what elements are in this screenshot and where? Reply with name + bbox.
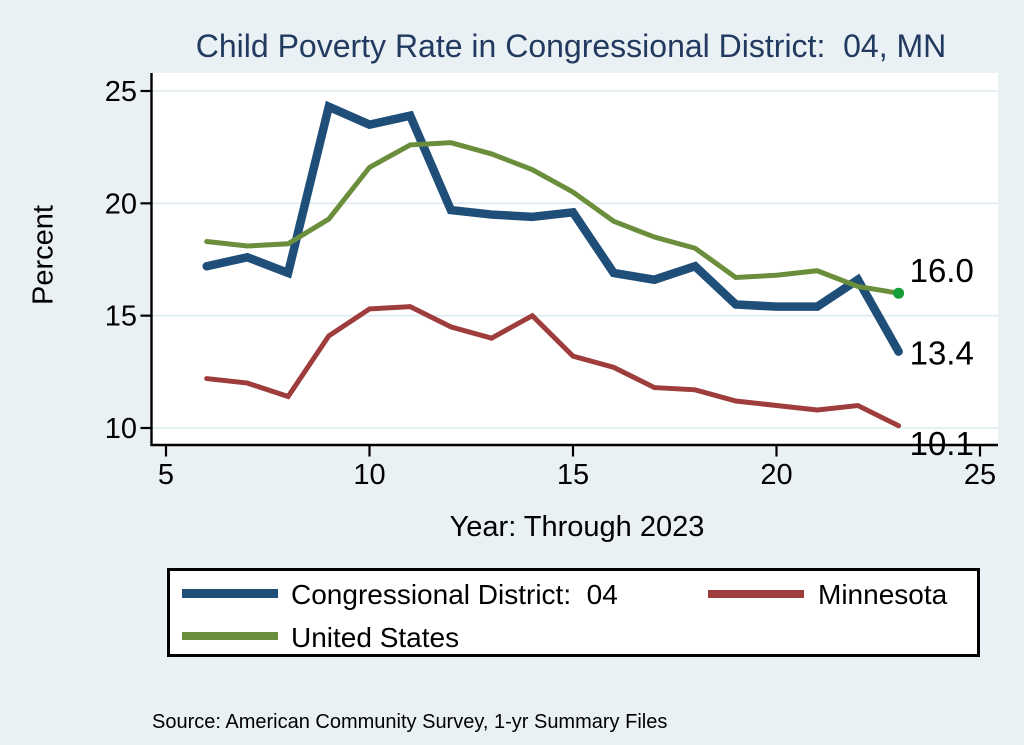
series-line-united-states <box>204 140 902 296</box>
legend-label-united-states: United States <box>291 622 460 653</box>
y-tick-label-15: 15 <box>105 301 137 333</box>
x-tick-label-15: 15 <box>557 459 589 491</box>
legend-swatch-minnesota <box>708 590 804 598</box>
source-notes: Source: American Community Survey, 1-yr … <box>152 670 876 745</box>
endpoint-dot-united-states <box>893 287 905 299</box>
series-line-minnesota <box>204 304 902 429</box>
legend-swatch-congressional-district-04 <box>182 589 278 598</box>
series-line-congressional-district-04 <box>202 100 903 356</box>
source-line-1: Source: American Community Survey, 1-yr … <box>152 711 668 733</box>
x-tick-label-5: 5 <box>158 459 174 491</box>
x-tick-label-25: 25 <box>964 459 996 491</box>
x-axis-title: Year: Through 2023 <box>449 511 705 543</box>
legend: Congressional District: 04 Minnesota Uni… <box>167 568 980 657</box>
x-tick-label-20: 20 <box>760 459 792 491</box>
end-value-label-congressional-district-04: 13.4 <box>910 335 974 372</box>
y-tick-label-25: 25 <box>105 76 137 108</box>
legend-label-minnesota: Minnesota <box>818 579 948 610</box>
legend-label-congressional-district-04: Congressional District: 04 <box>291 579 618 610</box>
end-value-label-minnesota: 10.1 <box>910 425 974 462</box>
legend-swatch-united-states <box>182 632 278 640</box>
x-tick-label-10: 10 <box>353 459 385 491</box>
plot-background <box>151 73 998 445</box>
chart-title: Child Poverty Rate in Congressional Dist… <box>195 28 947 64</box>
y-tick-label-20: 20 <box>105 188 137 220</box>
end-value-label-united-states: 16.0 <box>910 252 974 289</box>
y-tick-label-10: 10 <box>105 413 137 445</box>
